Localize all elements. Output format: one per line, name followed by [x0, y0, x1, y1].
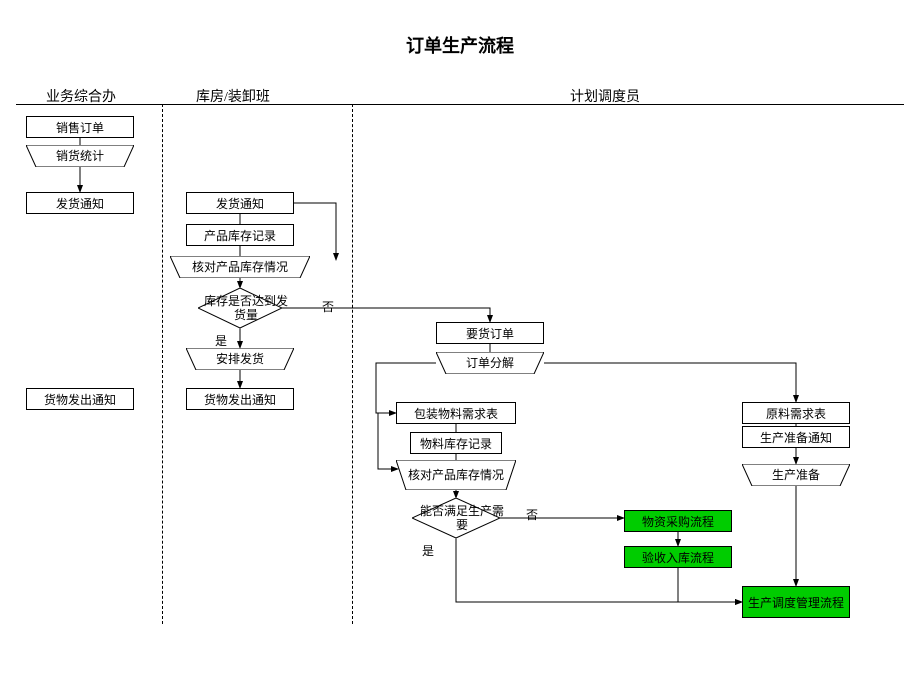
node-b9: 物料库存记录 [410, 432, 502, 454]
node-t4: 订单分解 [436, 352, 544, 374]
node-b11: 生产准备通知 [742, 426, 850, 448]
node-g2: 验收入库流程 [624, 546, 732, 568]
label-de1-yes: 是 [215, 332, 227, 349]
lane-label-1: 库房/装卸班 [196, 86, 270, 106]
node-b2: 发货通知 [26, 192, 134, 214]
title: 订单生产流程 [0, 32, 920, 58]
node-b10: 原料需求表 [742, 402, 850, 424]
label-de1-no: 否 [322, 298, 334, 315]
node-b6: 货物发出通知 [186, 388, 294, 410]
node-b8: 包装物料需求表 [396, 402, 516, 424]
node-g3: 生产调度管理流程 [742, 586, 850, 618]
node-b5: 产品库存记录 [186, 224, 294, 246]
node-b4: 发货通知 [186, 192, 294, 214]
node-g1: 物资采购流程 [624, 510, 732, 532]
lane-hr [16, 104, 904, 105]
flowchart-canvas: 订单生产流程业务综合办 库房/装卸班 计划调度员销售订单销货统计发货通知货物发出通知… [0, 0, 920, 690]
lane-divider-0 [162, 104, 163, 624]
label-de2-no: 否 [526, 506, 538, 523]
lane-divider-1 [352, 104, 353, 624]
node-b1: 销售订单 [26, 116, 134, 138]
node-b3: 货物发出通知 [26, 388, 134, 410]
node-b7: 要货订单 [436, 322, 544, 344]
node-t1: 销货统计 [26, 145, 134, 167]
node-de1: 库存是否达到发货量 [198, 288, 282, 328]
lane-label-2: 计划调度员 [570, 86, 640, 106]
node-t2: 核对产品库存情况 [170, 256, 310, 278]
label-de2-yes: 是 [422, 542, 434, 559]
node-de2: 能否满足生产需要 [412, 498, 500, 538]
node-t3: 安排发货 [186, 348, 294, 370]
lane-label-0: 业务综合办 [46, 86, 116, 106]
node-t5: 核对产品库存情况 [396, 460, 516, 490]
node-t6: 生产准备 [742, 464, 850, 486]
